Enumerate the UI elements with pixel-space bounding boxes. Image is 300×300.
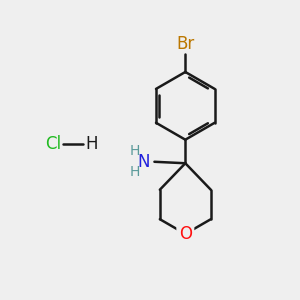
Text: H: H — [130, 165, 140, 179]
Text: O: O — [179, 225, 192, 243]
Text: H: H — [86, 135, 98, 153]
Text: N: N — [137, 153, 149, 171]
Text: Br: Br — [176, 35, 194, 53]
Text: Cl: Cl — [46, 135, 62, 153]
Text: H: H — [130, 145, 140, 158]
